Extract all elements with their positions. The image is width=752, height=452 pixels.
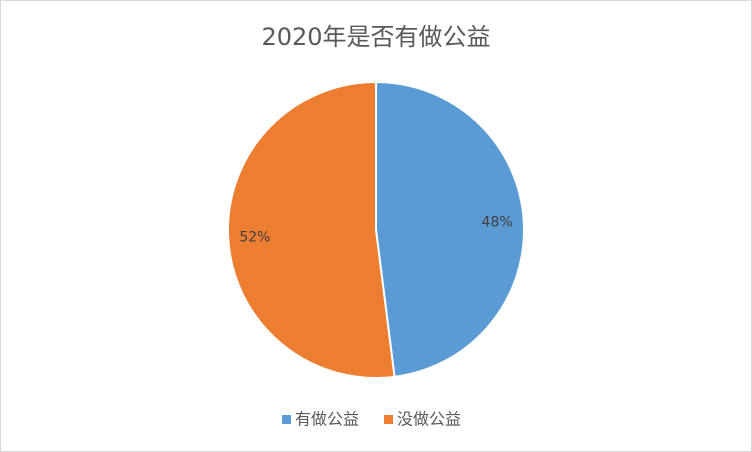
data-label: 52% — [239, 230, 270, 246]
legend-swatch — [282, 415, 291, 424]
pie-slice — [227, 80, 396, 379]
legend-label: 有做公益 — [295, 410, 359, 429]
legend-swatch — [384, 415, 393, 424]
legend-label: 没做公益 — [397, 410, 461, 429]
data-label: 48% — [482, 214, 513, 230]
chart-title: 2020年是否有做公益 — [261, 23, 490, 51]
pie-slice — [375, 80, 525, 378]
